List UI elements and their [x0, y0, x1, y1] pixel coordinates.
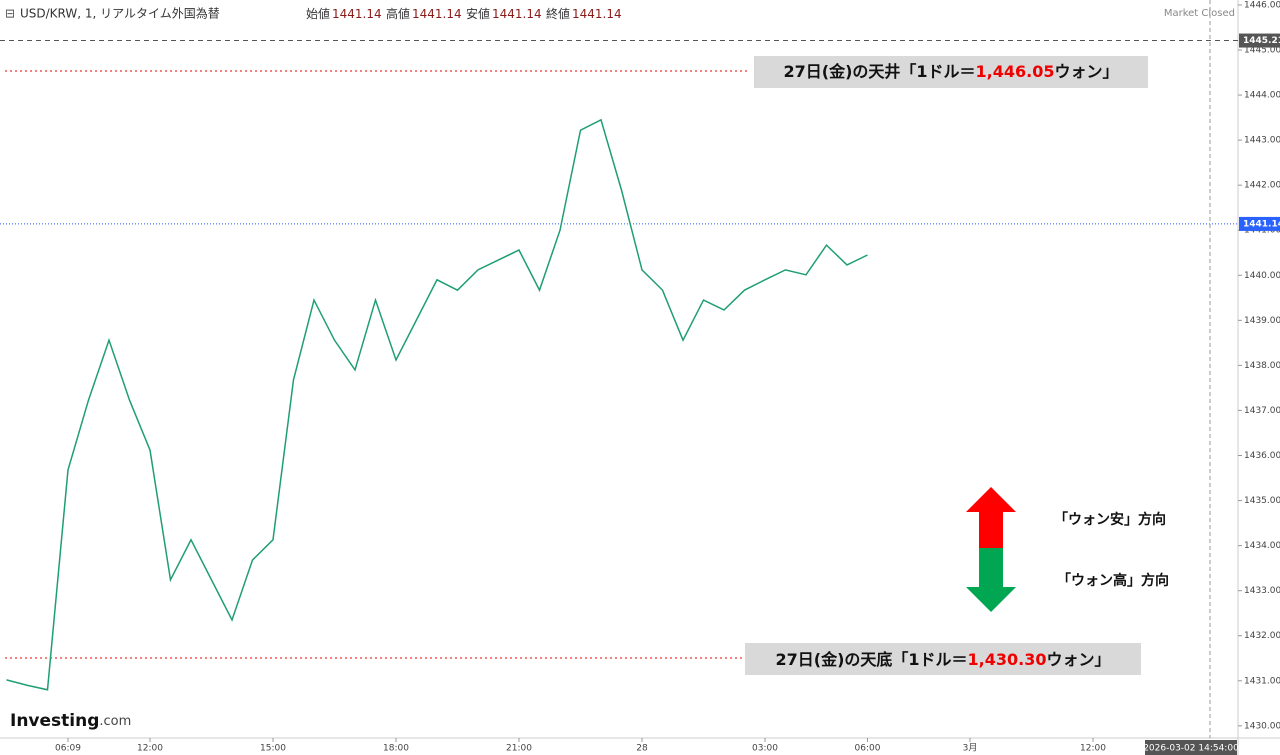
field-value: 1441.14 — [572, 7, 622, 21]
direction-label: 「ウォン高」方向 — [1057, 572, 1169, 589]
price-label: 1445.21 — [1243, 36, 1280, 46]
y-tick-label: 1446.00 — [1244, 0, 1280, 10]
header: ⊟ USD/KRW, 1, リアルタイム外国為替 Market Closed 始… — [5, 6, 1235, 21]
market-status: Market Closed — [1164, 8, 1235, 19]
y-tick-label: 1435.00 — [1244, 496, 1280, 506]
y-tick-label: 1434.00 — [1244, 541, 1280, 551]
annotation: 27日(金)の天井「1ドル＝1,446.05ウォン」 — [784, 62, 1119, 81]
annotation-value: 1,430.30 — [968, 650, 1047, 669]
x-tick-label: 06:00 — [855, 744, 881, 754]
x-tick-label: 12:00 — [137, 744, 163, 754]
annotation-box — [754, 56, 1148, 88]
y-tick-label: 1437.00 — [1244, 406, 1280, 416]
annotation: 27日(金)の天底「1ドル＝1,430.30ウォン」 — [776, 650, 1111, 669]
timestamp-badge — [1145, 740, 1237, 755]
x-tick-label: 03:00 — [752, 744, 778, 754]
collapse-icon[interactable]: ⊟ — [5, 7, 15, 21]
timestamp: 2026-03-02 14:54:00 — [1143, 744, 1239, 754]
up-arrow — [966, 487, 1016, 548]
y-tick-label: 1438.00 — [1244, 361, 1280, 371]
price-line-series — [6, 118, 868, 691]
header-field: 終値 1441.14 — [546, 6, 622, 21]
annotation-box — [745, 643, 1141, 675]
x-tick-label: 3月 — [963, 743, 978, 754]
annotation-text: ウォン」 — [1054, 62, 1118, 81]
y-tick-label: 1444.00 — [1244, 91, 1280, 101]
field-label: 安値 — [466, 6, 490, 21]
direction-label: 「ウォン安」方向 — [1054, 511, 1166, 528]
field-label: 終値 — [546, 6, 570, 21]
logo-suffix: .com — [99, 714, 131, 729]
y-tick-label: 1442.00 — [1244, 181, 1280, 191]
field-label: 始値 — [306, 6, 330, 21]
y-tick-label: 1439.00 — [1244, 316, 1280, 326]
y-tick-label: 1433.00 — [1244, 586, 1280, 596]
y-tick-label: 1432.00 — [1244, 631, 1280, 641]
y-tick-label: 1443.00 — [1244, 136, 1280, 146]
field-value: 1441.14 — [412, 7, 462, 21]
logo-main: Investing — [10, 711, 99, 731]
logo: Investing.com — [10, 711, 131, 731]
x-tick-label: 21:00 — [506, 744, 532, 754]
price-badge — [1239, 216, 1280, 231]
y-tick-label: 1436.00 — [1244, 451, 1280, 461]
y-tick-label: 1445.00 — [1244, 46, 1280, 56]
header-field: 始値 1441.14 — [306, 6, 382, 21]
x-tick-label: 18:00 — [383, 744, 409, 754]
x-tick-label: 12:00 — [1080, 744, 1106, 754]
annotation-text: ウォン」 — [1046, 650, 1110, 669]
x-tick-label: 28 — [636, 744, 648, 754]
x-tick-label: 15:00 — [260, 744, 286, 754]
price-label: 1441.14 — [1243, 219, 1280, 229]
annotation-value: 1,446.05 — [976, 62, 1055, 81]
y-tick-label: 1430.00 — [1244, 721, 1280, 731]
annotation-text: 27日(金)の天井「1ドル＝ — [784, 62, 976, 81]
down-arrow — [966, 548, 1016, 612]
y-tick-label: 1440.00 — [1244, 271, 1280, 281]
price-badge — [1239, 33, 1280, 48]
symbol: USD/KRW, 1, リアルタイム外国為替 — [20, 7, 220, 21]
header-field: 安値 1441.14 — [466, 6, 542, 21]
field-label: 高値 — [386, 6, 410, 21]
field-value: 1441.14 — [332, 7, 382, 21]
y-tick-label: 1431.00 — [1244, 676, 1280, 686]
field-value: 1441.14 — [492, 7, 542, 21]
x-tick-label: 06:09 — [55, 744, 81, 754]
annotation-text: 27日(金)の天底「1ドル＝ — [776, 650, 968, 669]
header-field: 高値 1441.14 — [386, 6, 462, 21]
